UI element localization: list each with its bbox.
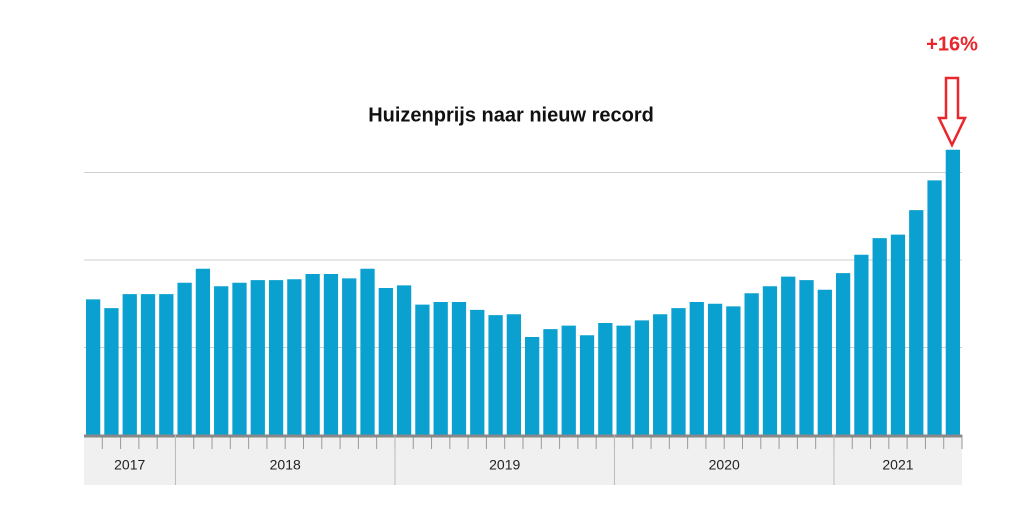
x-tick-label: 2017 — [114, 457, 145, 473]
bar — [415, 304, 430, 435]
bar — [104, 308, 119, 435]
bar — [835, 273, 851, 435]
bar — [671, 308, 686, 435]
bar — [744, 293, 759, 435]
bar — [579, 335, 595, 435]
bar — [945, 149, 960, 435]
bar — [506, 314, 521, 435]
bar — [543, 329, 558, 435]
bar — [890, 234, 906, 435]
bar — [634, 320, 650, 435]
bar — [159, 294, 174, 435]
bar — [305, 274, 320, 435]
bar — [598, 323, 613, 435]
bar — [762, 286, 778, 435]
bar — [799, 280, 814, 435]
x-tick-label: 2021 — [882, 457, 913, 473]
bar — [451, 302, 467, 435]
bar — [140, 294, 156, 435]
bar — [360, 268, 375, 435]
bar — [872, 238, 887, 435]
bar — [470, 309, 485, 435]
bar — [268, 280, 284, 435]
bar — [927, 180, 942, 435]
bar — [616, 325, 631, 435]
bar — [342, 278, 357, 435]
bar — [177, 282, 192, 435]
bar — [488, 315, 503, 435]
bar — [396, 285, 412, 435]
annotation-arrow — [937, 76, 967, 148]
bar — [689, 302, 704, 435]
bar — [378, 288, 393, 435]
bar — [525, 337, 540, 435]
bar — [86, 299, 101, 435]
bar — [781, 276, 796, 435]
bar — [195, 268, 211, 435]
chart-title: Huizenprijs naar nieuw record — [368, 104, 654, 126]
bar — [287, 279, 302, 435]
bar — [433, 302, 448, 435]
bar — [323, 274, 339, 435]
bar — [561, 325, 576, 435]
x-tick-label: 2019 — [489, 457, 520, 473]
bar — [726, 306, 741, 435]
bar — [653, 314, 668, 435]
bar — [214, 286, 229, 435]
bar — [250, 280, 265, 435]
x-tick-label: 2020 — [709, 457, 740, 473]
annotation: +16% — [926, 33, 978, 55]
bar — [909, 210, 924, 435]
bar — [817, 289, 832, 435]
bar — [854, 254, 869, 435]
bar — [232, 282, 247, 435]
x-tick-label: 2018 — [270, 457, 301, 473]
bar — [707, 303, 723, 435]
bar — [122, 294, 137, 435]
